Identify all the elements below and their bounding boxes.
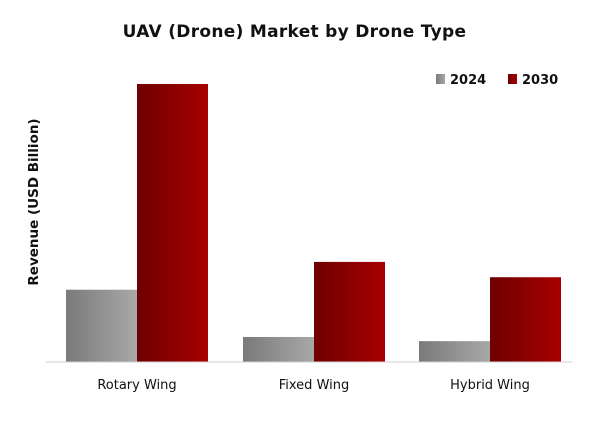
bar-hybrid-wing-2030: [490, 277, 561, 362]
bar-fixed-wing-2024: [243, 336, 314, 362]
x-tick-label: Hybrid Wing: [450, 378, 530, 393]
chart-title: UAV (Drone) Market by Drone Type: [122, 22, 467, 42]
y-axis-label: Revenue (USD Billion): [26, 118, 42, 285]
legend-label-2024: 2024: [450, 73, 486, 88]
x-ticks-layer: Rotary Wing Fixed Wing Hybrid Wing: [97, 378, 530, 393]
bars-layer: [66, 84, 561, 362]
bar-fixed-wing-2030: [314, 261, 385, 362]
legend-label-2030: 2030: [522, 73, 558, 88]
bar-hybrid-wing-2024: [419, 341, 490, 362]
legend-swatch-2024: [436, 74, 445, 84]
bar-rotary-wing-2024: [66, 289, 137, 362]
legend-swatch-2030: [508, 74, 517, 84]
x-tick-label: Fixed Wing: [279, 378, 350, 393]
legend: 2024 2030: [436, 73, 558, 88]
x-tick-label: Rotary Wing: [97, 378, 176, 393]
bar-rotary-wing-2030: [137, 84, 208, 362]
